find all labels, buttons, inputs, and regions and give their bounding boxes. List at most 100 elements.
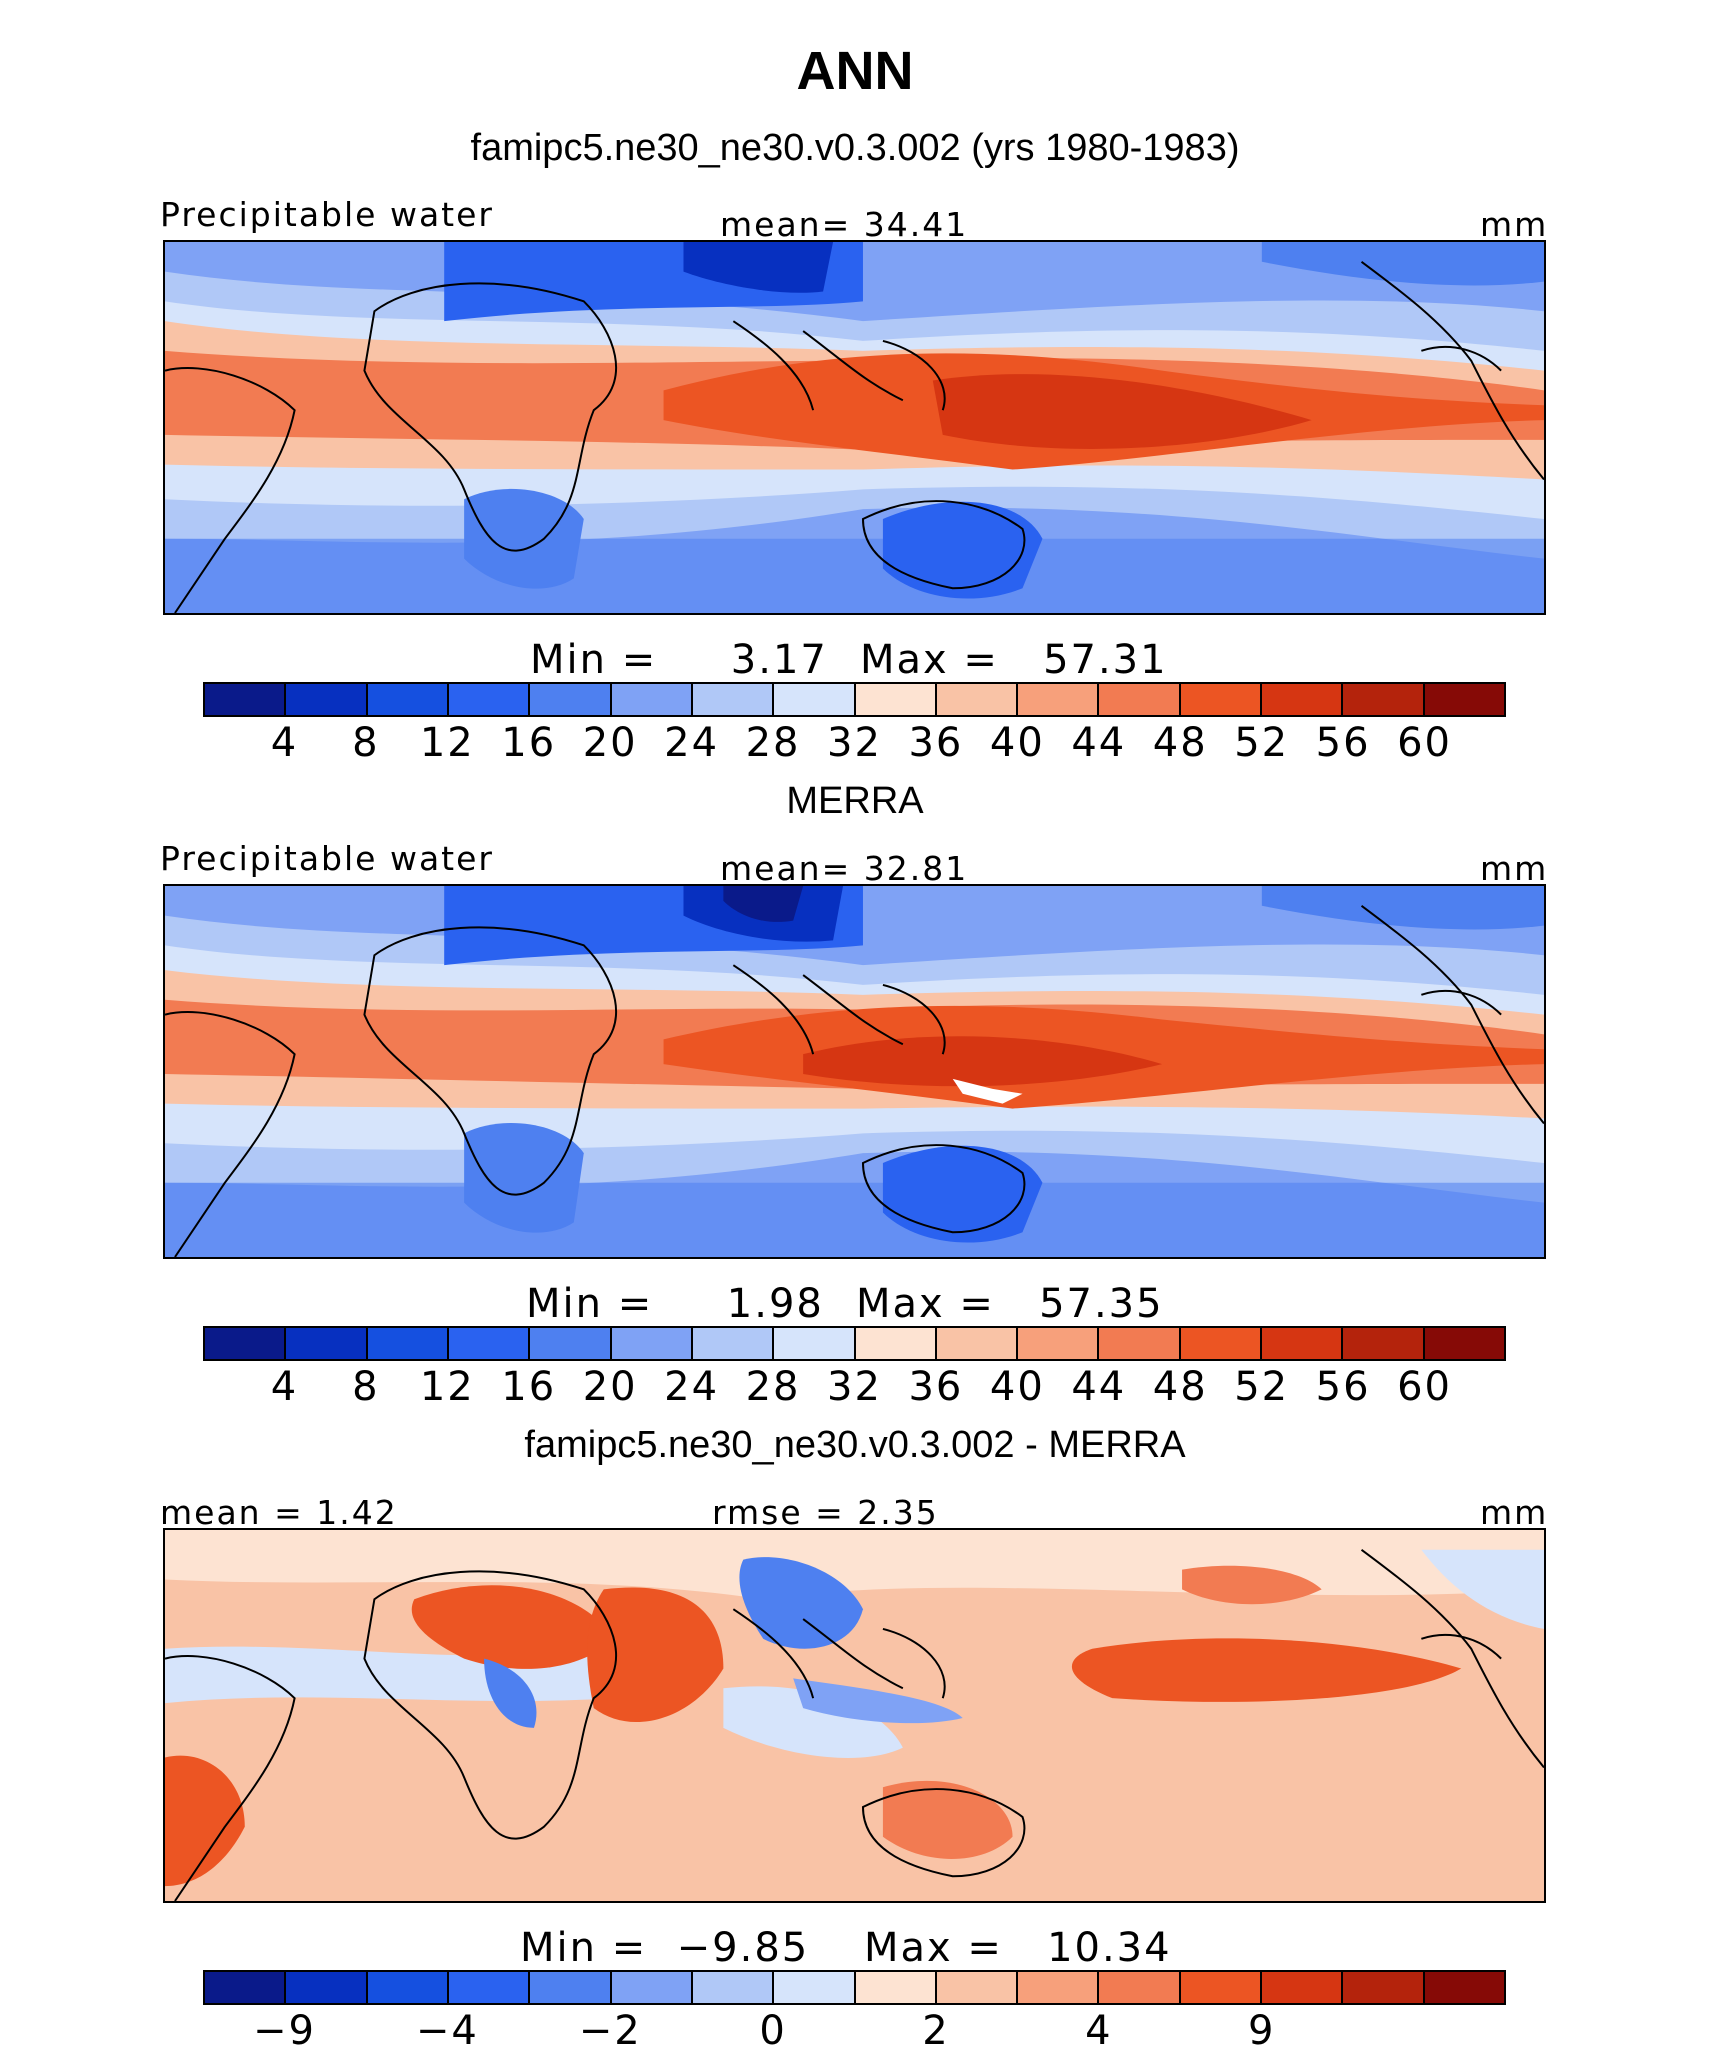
panel-model-colorbar-ticks: 4 8 12 16 20 24 28 32 36 40 44 48 52 56 60	[203, 723, 1506, 767]
colorbar-cell	[448, 684, 531, 715]
panel-diff-min: Min = −9.85	[520, 1925, 810, 1971]
page-title: ANN	[796, 41, 914, 101]
colorbar-cell	[1343, 684, 1425, 715]
panel-model-heading: famipc5.ne30_ne30.v0.3.002 (yrs 1980-198…	[470, 127, 1240, 169]
colorbar-cell	[611, 1972, 693, 2003]
colorbar-tick-label: 32	[827, 720, 882, 766]
colorbar-cell	[1018, 684, 1100, 715]
colorbar-cell	[1424, 1328, 1504, 1359]
panel-diff-max: Max = 10.34	[864, 1925, 1172, 1971]
colorbar-cell	[1099, 1328, 1181, 1359]
colorbar-cell	[692, 1328, 775, 1359]
colorbar-tick-label: 36	[908, 720, 964, 766]
colorbar-tick-label: 8	[352, 1364, 380, 1410]
colorbar-cell	[1343, 1328, 1425, 1359]
panel-obs-variable-label: Precipitable water	[160, 839, 494, 878]
panel-diff-mean-label: mean = 1.42	[160, 1493, 398, 1532]
colorbar-tick-label: 28	[745, 720, 801, 766]
colorbar-cell	[1018, 1972, 1100, 2003]
colorbar-tick-label: 4	[1085, 2008, 1113, 2054]
colorbar-tick-label: 16	[501, 1364, 557, 1410]
colorbar-cell	[1180, 1328, 1263, 1359]
panel-model-min: Min = 3.17	[530, 637, 828, 683]
colorbar-tick-label: 52	[1234, 1364, 1290, 1410]
panel-obs-map-field	[165, 886, 1544, 1257]
colorbar-cell	[692, 1972, 775, 2003]
colorbar-cell	[205, 684, 287, 715]
colorbar-tick-label: 8	[352, 720, 380, 766]
colorbar-cell	[611, 684, 693, 715]
colorbar-cell	[855, 684, 937, 715]
panel-diff-heading: famipc5.ne30_ne30.v0.3.002 - MERRA	[524, 1424, 1186, 1466]
colorbar-cell	[936, 684, 1019, 715]
colorbar-tick-label: 4	[270, 1364, 299, 1410]
colorbar-tick-label: 24	[664, 720, 720, 766]
panel-model-map-field	[165, 242, 1544, 613]
colorbar-cell	[774, 684, 856, 715]
panel-obs-map	[163, 884, 1546, 1259]
colorbar-cell	[936, 1328, 1019, 1359]
colorbar-tick-label: −2	[578, 2008, 642, 2054]
colorbar-tick-label: 40	[989, 1364, 1045, 1410]
colorbar-tick-label: 60	[1397, 1364, 1453, 1410]
colorbar-cell	[448, 1972, 531, 2003]
colorbar-cell	[1180, 684, 1263, 715]
panel-model-max: Max = 57.31	[860, 637, 1168, 683]
colorbar-cell	[530, 1972, 612, 2003]
panel-diff-units-label: mm	[1480, 1493, 1549, 1532]
panel-obs-mean-label: mean= 32.81	[720, 849, 969, 888]
colorbar-cell	[774, 1328, 856, 1359]
colorbar-cell	[1424, 684, 1504, 715]
colorbar-tick-label: 4	[270, 720, 299, 766]
colorbar-tick-label: 32	[827, 1364, 882, 1410]
colorbar-tick-label: 16	[501, 720, 557, 766]
colorbar-tick-label: 28	[745, 1364, 801, 1410]
colorbar-cell	[1262, 1328, 1344, 1359]
colorbar-cell	[936, 1972, 1019, 2003]
colorbar-tick-label: 20	[582, 720, 638, 766]
colorbar-cell	[855, 1972, 937, 2003]
panel-obs-min: Min = 1.98	[526, 1281, 824, 1327]
colorbar-cell	[367, 684, 449, 715]
colorbar-cell	[530, 684, 612, 715]
colorbar-tick-label: 36	[908, 1364, 964, 1410]
panel-diff-colorbar-ticks: −9 −4 −2 0 2 4 9	[203, 2011, 1506, 2055]
panel-model-mean-label: mean= 34.41	[720, 205, 969, 244]
colorbar-tick-label: 40	[989, 720, 1045, 766]
colorbar-tick-label: 12	[419, 720, 475, 766]
panel-obs-max: Max = 57.35	[856, 1281, 1164, 1327]
colorbar-cell	[855, 1328, 937, 1359]
colorbar-cell	[286, 684, 368, 715]
colorbar-cell	[1018, 1328, 1100, 1359]
colorbar-cell	[367, 1328, 449, 1359]
panel-model-colorbar	[203, 682, 1506, 717]
colorbar-tick-label: 60	[1397, 720, 1453, 766]
colorbar-tick-label: 0	[759, 2008, 787, 2054]
panel-obs-colorbar-ticks: 4 8 12 16 20 24 28 32 36 40 44 48 52 56 60	[203, 1367, 1506, 1411]
colorbar-tick-label: 48	[1152, 1364, 1208, 1410]
colorbar-cell	[692, 684, 775, 715]
panel-diff-map-field	[165, 1530, 1544, 1901]
colorbar-tick-label: 9	[1247, 2008, 1276, 2054]
colorbar-cell	[774, 1972, 856, 2003]
colorbar-tick-label: 20	[582, 1364, 638, 1410]
colorbar-cell	[611, 1328, 693, 1359]
colorbar-cell	[1099, 1972, 1181, 2003]
colorbar-cell	[367, 1972, 449, 2003]
colorbar-tick-label: 44	[1071, 720, 1127, 766]
colorbar-cell	[286, 1972, 368, 2003]
colorbar-tick-label: −4	[415, 2008, 479, 2054]
panel-model-map	[163, 240, 1546, 615]
colorbar-cell	[205, 1328, 287, 1359]
panel-diff-map	[163, 1528, 1546, 1903]
panel-obs-heading: MERRA	[786, 780, 924, 822]
colorbar-cell	[1262, 1972, 1344, 2003]
panel-model-units-label: mm	[1480, 205, 1549, 244]
colorbar-cell	[530, 1328, 612, 1359]
colorbar-tick-label: 52	[1234, 720, 1290, 766]
colorbar-cell	[205, 1972, 287, 2003]
colorbar-tick-label: 24	[664, 1364, 720, 1410]
colorbar-cell	[1343, 1972, 1425, 2003]
colorbar-cell	[286, 1328, 368, 1359]
colorbar-cell	[1262, 684, 1344, 715]
